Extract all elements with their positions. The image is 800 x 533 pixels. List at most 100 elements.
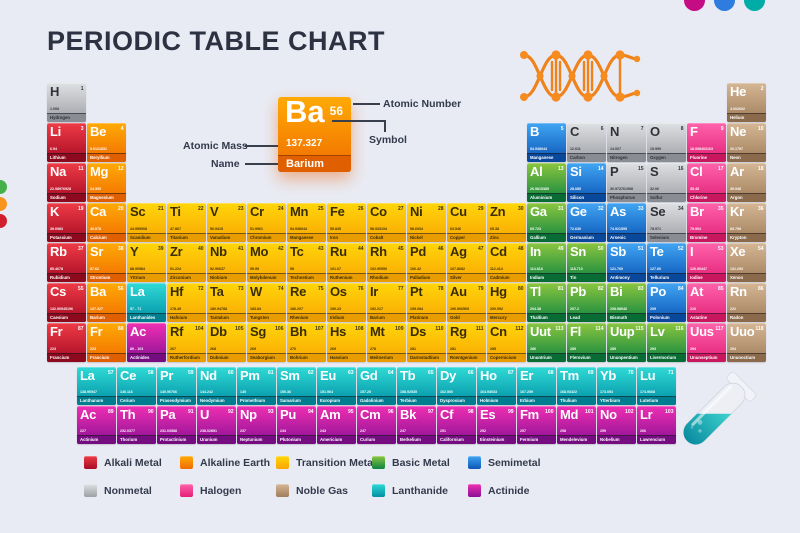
element-name: Ununpentium xyxy=(607,353,646,362)
element-atomic-mass: 268 xyxy=(210,346,216,351)
element-atomic-number: 57 xyxy=(107,369,114,376)
element-cell-ho: Ho 67 164.93033 Holmium xyxy=(477,367,516,405)
element-name: Tin xyxy=(567,273,606,282)
element-symbol: Tc xyxy=(290,244,304,259)
element-atomic-number: 31 xyxy=(557,205,564,212)
element-symbol: Uut xyxy=(530,324,551,339)
element-cell-cu: Cu 29 63.546 Copper xyxy=(447,203,486,242)
element-symbol: Ir xyxy=(370,284,379,299)
element-atomic-mass: 286 xyxy=(530,346,536,351)
element-atomic-number: 88 xyxy=(117,325,124,332)
element-atomic-number: 98 xyxy=(467,408,474,415)
element-name: Yttrium xyxy=(127,273,166,282)
annotation-line-name xyxy=(245,163,278,165)
element-cell-cm: Cm 96 247 Curium xyxy=(357,406,396,444)
element-cell-ar: Ar 18 39.948 Argon xyxy=(727,163,766,202)
legend-item-alkali: Alkali Metal xyxy=(84,456,162,469)
element-cell-na: Na 11 22.98976928 Sodium xyxy=(47,163,86,202)
element-name: Oxygen xyxy=(647,153,686,162)
element-name: Mendelevium xyxy=(557,435,596,444)
element-atomic-number: 56 xyxy=(117,285,124,292)
element-cell-mt: Mt 109 278 Meitnerium xyxy=(367,323,406,362)
legend-item-basic: Basic Metal xyxy=(372,456,450,469)
element-symbol: Se xyxy=(650,204,666,219)
element-name: Gallium xyxy=(527,233,566,242)
dna-icon xyxy=(520,50,641,102)
element-name: Francium xyxy=(87,353,126,362)
element-symbol: I xyxy=(690,244,694,259)
element-atomic-number: 24 xyxy=(277,205,284,212)
element-atomic-number: 26 xyxy=(357,205,364,212)
element-symbol: Bi xyxy=(610,284,623,299)
element-atomic-mass: 289 xyxy=(570,346,576,351)
lanthanide-series-row: La 57 138.90547 Lanthanum Ce 58 140.116 Cerium P… xyxy=(77,367,676,405)
element-symbol: Re xyxy=(290,284,307,299)
element-atomic-number: 102 xyxy=(625,408,634,415)
element-name: Chlorine xyxy=(687,193,726,202)
element-atomic-mass: 251 xyxy=(440,428,446,433)
element-symbol: S xyxy=(650,164,659,179)
element-atomic-mass: 26.9815385 xyxy=(530,186,549,191)
element-symbol: Nb xyxy=(210,244,227,259)
element-symbol: F xyxy=(690,124,698,139)
element-cell-os: Os 76 190.23 Iridium xyxy=(327,283,366,322)
element-name: Cerium xyxy=(117,396,156,405)
element-symbol: H xyxy=(50,84,60,99)
element-cell-f: F 9 18.998403163 Fluorine xyxy=(687,123,726,162)
element-atomic-mass: 24.305 xyxy=(90,186,101,191)
element-name: Iodine xyxy=(687,273,726,282)
element-name: Phosphorus xyxy=(607,193,646,202)
element-name: Copper xyxy=(447,233,486,242)
element-symbol: Th xyxy=(120,407,136,422)
element-symbol: Cf xyxy=(440,407,454,422)
element-atomic-number: 55 xyxy=(77,285,84,292)
element-cell-v: V 23 50.9415 Vanadium xyxy=(207,203,246,242)
legend-label: Transition Metal xyxy=(296,456,376,469)
element-symbol: Os xyxy=(330,284,347,299)
element-name: Manganese xyxy=(287,233,326,242)
label-symbol: Symbol xyxy=(369,134,407,146)
element-name: Aluminium xyxy=(527,193,566,202)
element-cell-ti: Ti 22 47.867 Titanium xyxy=(167,203,206,242)
element-atomic-number: 25 xyxy=(317,205,324,212)
element-atomic-mass: 231.03588 xyxy=(160,428,177,433)
element-atomic-mass: 209 xyxy=(650,306,656,311)
element-name: Carbon xyxy=(567,153,606,162)
element-name: Francium xyxy=(47,353,86,362)
element-atomic-number: 81 xyxy=(557,285,564,292)
element-atomic-number: 54 xyxy=(757,245,764,252)
element-cell-rf: Rf 104 267 Rutherfordium xyxy=(167,323,206,362)
element-atomic-number: 19 xyxy=(77,205,84,212)
element-cell-pu: Pu 94 244 Plutonium xyxy=(277,406,316,444)
element-cell-ca: Ca 20 40.078 Calcium xyxy=(87,203,126,242)
element-atomic-mass: 4.002602 xyxy=(730,106,745,111)
element-atomic-mass: 69.723 xyxy=(530,226,541,231)
corner-dot-magenta xyxy=(684,0,705,11)
element-atomic-mass: 180.94788 xyxy=(210,306,227,311)
element-atomic-number: 62 xyxy=(307,369,314,376)
element-atomic-number: 27 xyxy=(397,205,404,212)
element-name: Palladium xyxy=(407,273,446,282)
legend-swatch-basic xyxy=(372,456,385,469)
legend-item-noble: Noble Gas xyxy=(276,484,348,497)
element-name: Darmstadtium xyxy=(407,353,446,362)
periodic-table-grid: H 1 1.008 Hydrogen He 2 4.002602 Helium Li 3 6.94 L… xyxy=(47,83,766,362)
callout-atomic-mass: 137.327 xyxy=(286,138,323,149)
element-symbol: Sn xyxy=(570,244,587,259)
element-atomic-number: 116 xyxy=(675,325,684,332)
element-cell-au: Au 79 196.966569 Gold xyxy=(447,283,486,322)
element-symbol: Hg xyxy=(490,284,507,299)
test-tube-icon xyxy=(682,371,757,445)
element-symbol: Zn xyxy=(490,204,506,219)
element-atomic-number: 4 xyxy=(120,125,124,132)
element-symbol: Np xyxy=(240,407,257,422)
element-symbol: Rn xyxy=(730,284,747,299)
element-atomic-mass: 259 xyxy=(600,428,606,433)
element-cell-ga: Ga 31 69.723 Gallium xyxy=(527,203,566,242)
element-name: Argon xyxy=(727,193,766,202)
element-name: Tungsten xyxy=(247,313,286,322)
element-atomic-number: 103 xyxy=(665,408,674,415)
element-symbol: Te xyxy=(650,244,664,259)
element-name: Sulfur xyxy=(647,193,686,202)
element-cell-la: La 57 - 71 Lanthanides xyxy=(127,283,166,322)
